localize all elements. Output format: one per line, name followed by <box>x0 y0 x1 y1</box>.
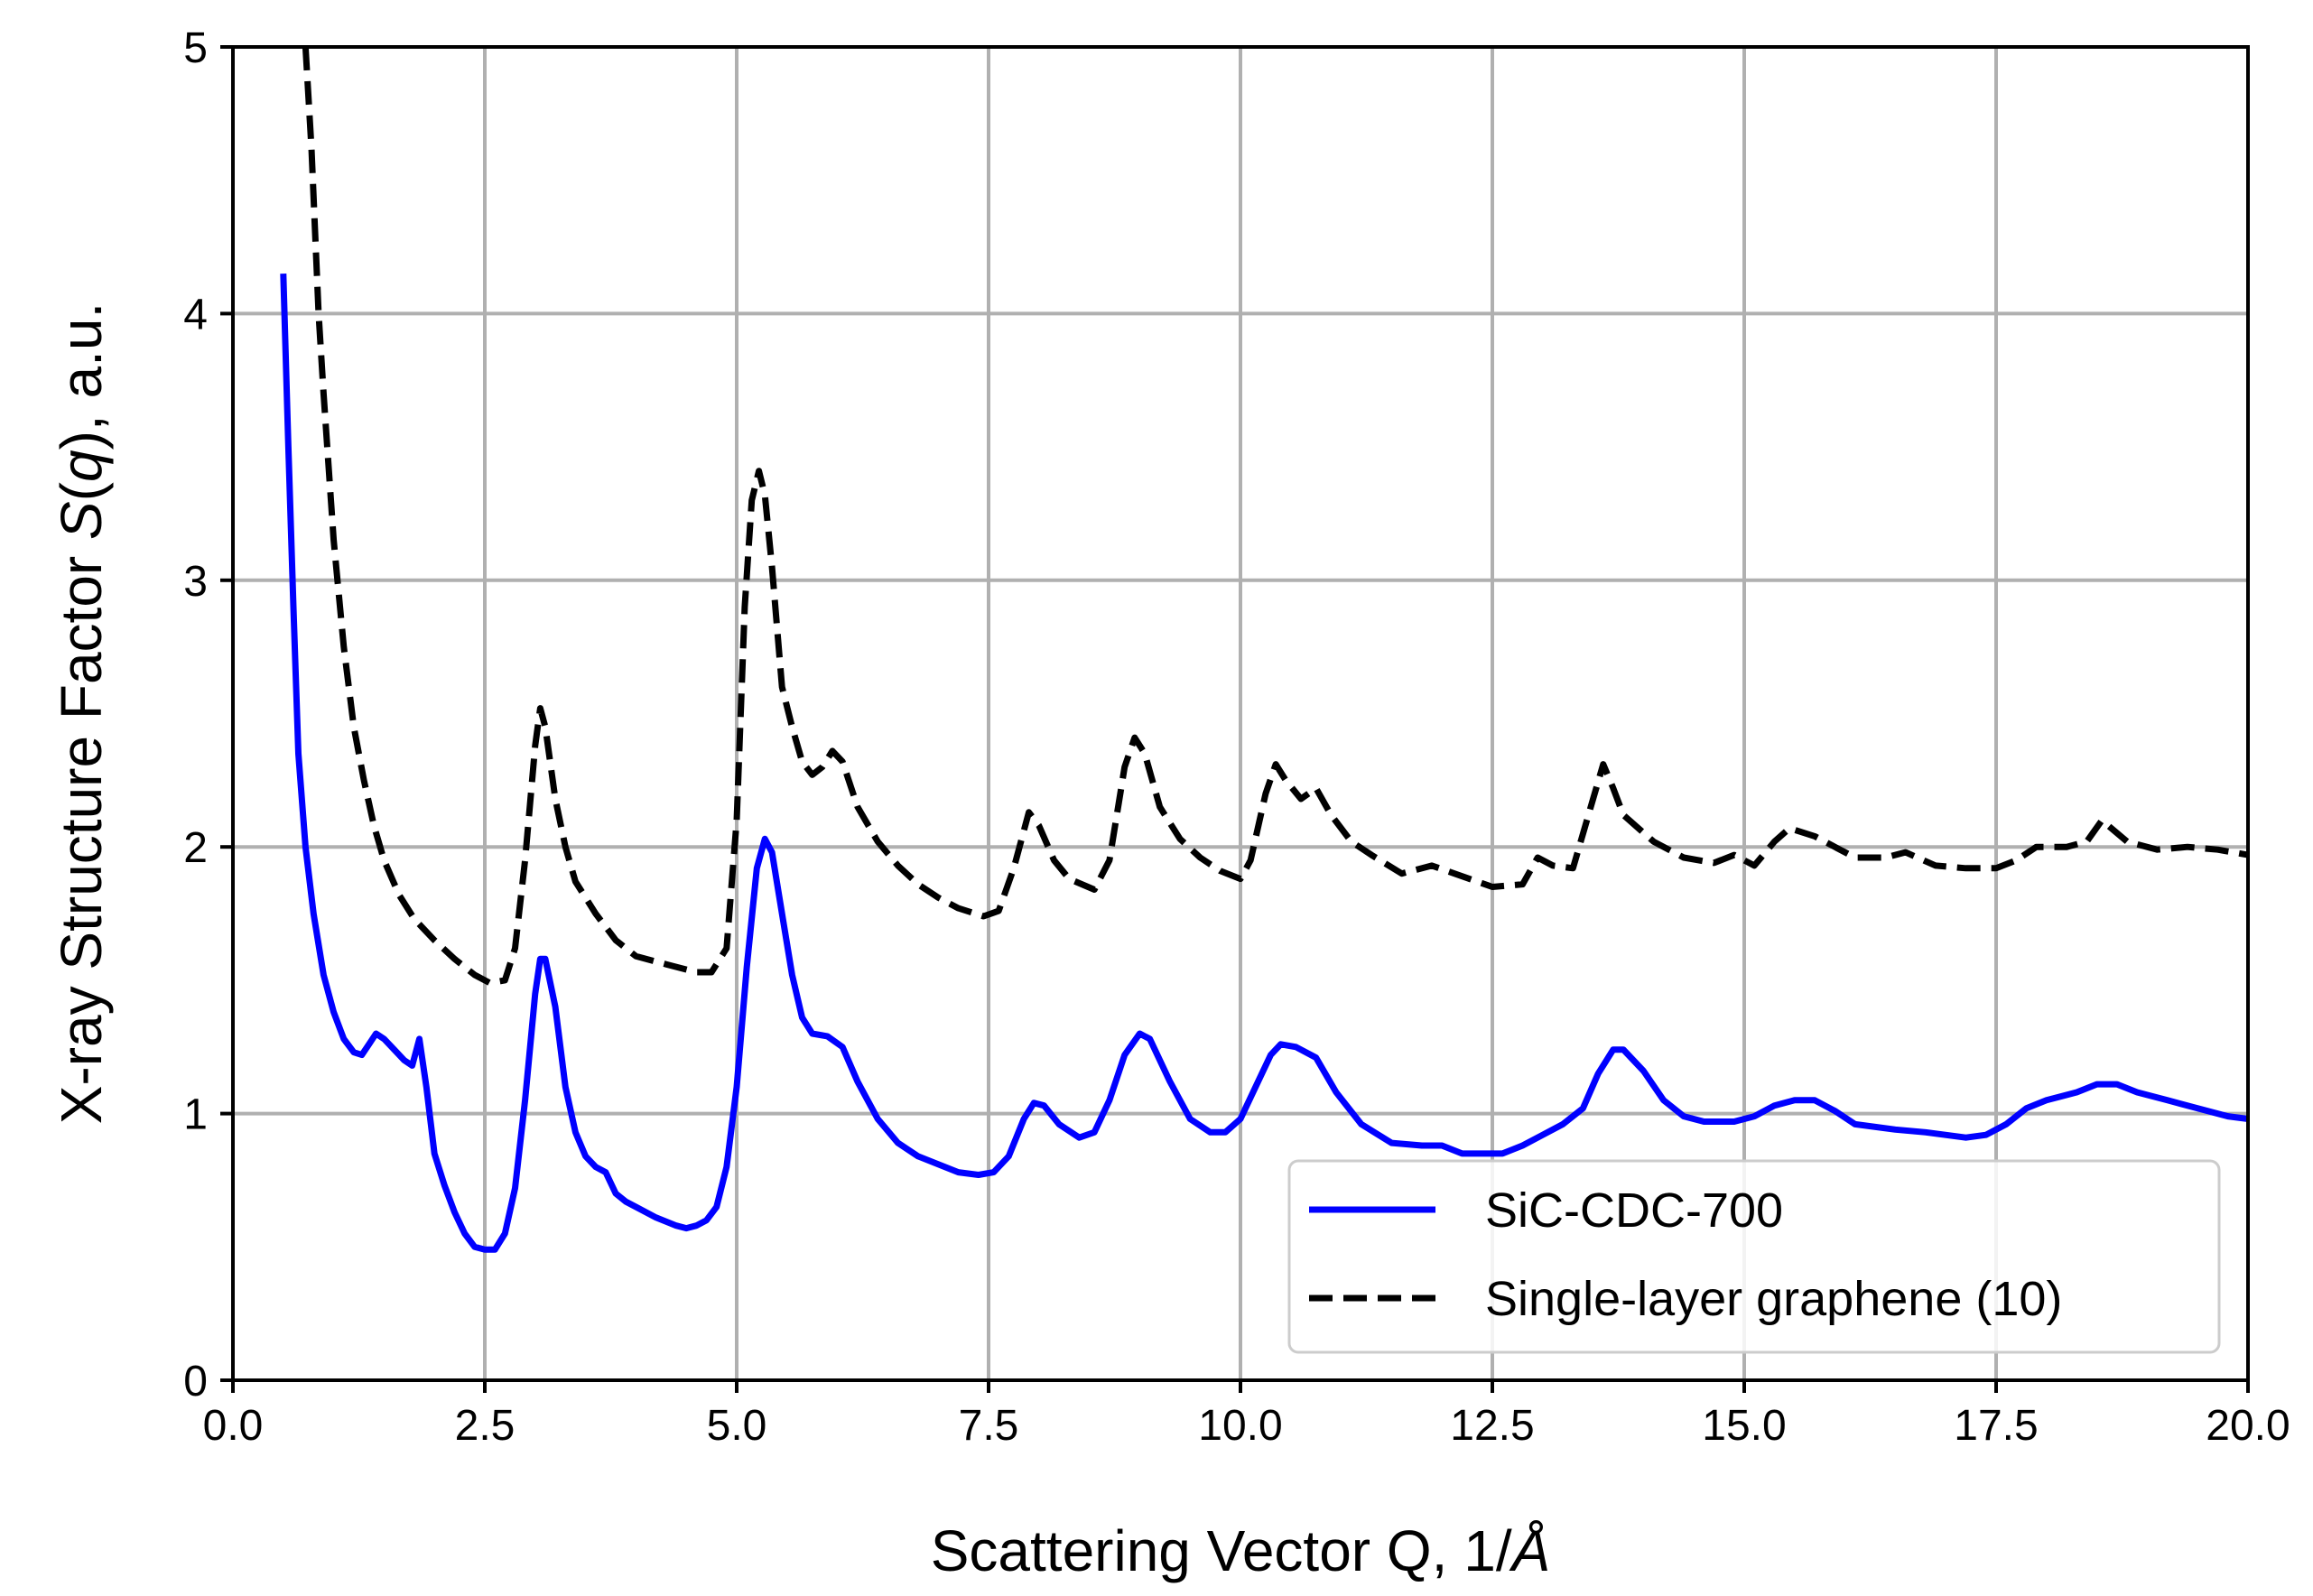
x-axis-title: Scattering Vector Q, 1/Å <box>931 1518 1551 1583</box>
series-line-sic-cdc-700 <box>280 273 2249 1253</box>
x-tick-label: 10.0 <box>1198 1402 1282 1450</box>
legend-box <box>1287 1159 2221 1354</box>
x-tick-label: 15.0 <box>1702 1402 1786 1450</box>
y-tick-label: 4 <box>183 291 208 339</box>
legend-label-sic-cdc-700: SiC-CDC-700 <box>1485 1183 1783 1238</box>
series-line-single-layer-graphene-10 <box>302 46 2249 987</box>
y-tick-label: 0 <box>183 1358 208 1406</box>
y-tick-label: 1 <box>183 1091 208 1139</box>
y-tick-label: 2 <box>183 824 208 872</box>
legend-label-single-layer-graphene: Single-layer graphene (10) <box>1485 1272 2062 1326</box>
x-tick-label: 20.0 <box>2206 1402 2290 1450</box>
x-tick-label: 5.0 <box>707 1402 767 1450</box>
legend: SiC-CDC-700 Single-layer graphene (10) <box>1287 1159 2221 1354</box>
y-tick-label: 5 <box>183 24 208 72</box>
y-axis-title: X-ray Structure Factor S(q), a.u. <box>49 302 114 1125</box>
x-tick-label: 12.5 <box>1450 1402 1534 1450</box>
series-layer <box>280 46 2249 1253</box>
x-tick-label: 7.5 <box>959 1402 1019 1450</box>
y-tick-label: 3 <box>183 558 208 606</box>
y-axis-ticks: 0 1 2 3 4 5 <box>183 24 233 1406</box>
x-axis-ticks: 0.0 2.5 5.0 7.5 10.0 12.5 15.0 17.5 20.0 <box>203 1380 2290 1450</box>
x-tick-label: 2.5 <box>455 1402 516 1450</box>
x-tick-label: 0.0 <box>203 1402 264 1450</box>
x-tick-label: 17.5 <box>1954 1402 2038 1450</box>
